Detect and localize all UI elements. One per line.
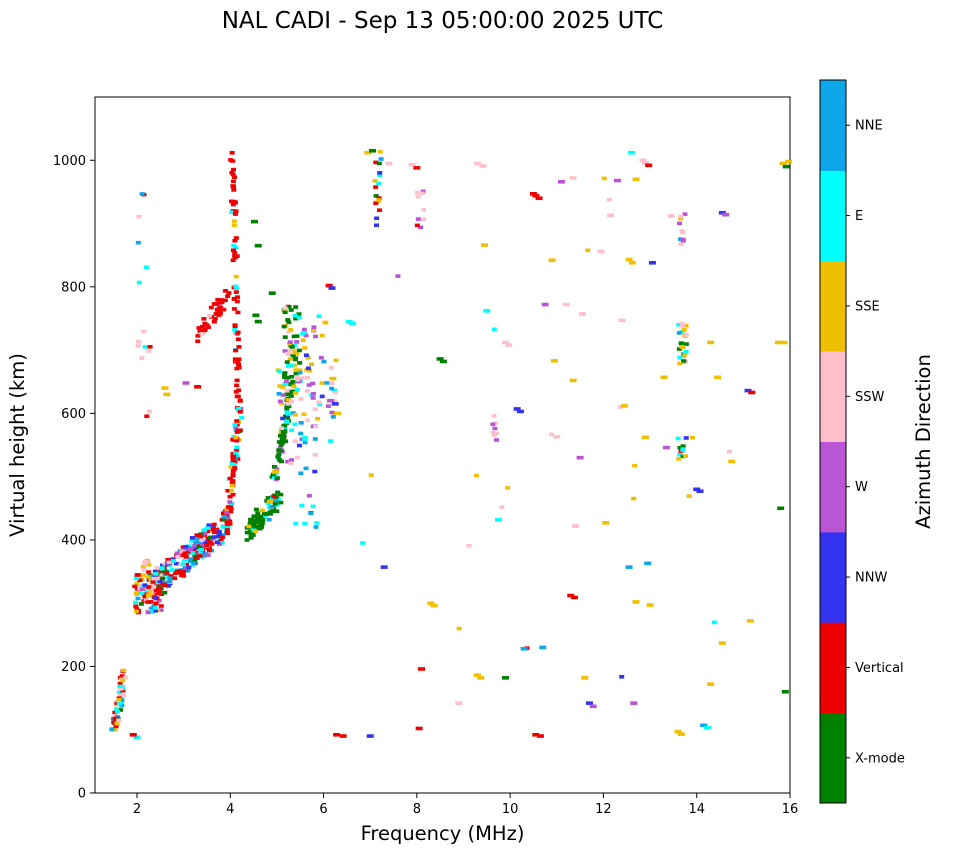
x-axis: 2 4 6 8 10 12 14 16	[133, 793, 798, 817]
colorbar-segment	[820, 260, 846, 352]
colorbar-segment	[820, 170, 846, 262]
colorbar-label: SSW	[855, 390, 885, 405]
colorbar-label: NNW	[855, 571, 887, 586]
y-tick-label: 800	[61, 280, 86, 295]
y-tick-label: 600	[61, 407, 86, 422]
plot-border	[94, 96, 791, 794]
colorbar-label: W	[855, 480, 868, 495]
colorbar-label: Vertical	[855, 661, 904, 676]
y-tick-label: 1000	[53, 154, 86, 169]
colorbar-segment	[820, 80, 846, 171]
colorbar-label: NNE	[855, 119, 883, 134]
y-axis: 0 200 400 600 800 1000	[53, 154, 95, 802]
colorbar-segment	[820, 441, 846, 533]
y-tick-label: 400	[61, 533, 86, 548]
scatter-points	[109, 148, 793, 740]
y-tick-label: 200	[61, 660, 86, 675]
x-tick-label: 2	[133, 802, 141, 817]
colorbar-segment	[820, 622, 846, 714]
colorbar-segment	[820, 351, 846, 442]
y-tick-label: 0	[78, 787, 86, 802]
colorbar-label: SSE	[855, 299, 880, 314]
x-tick-label: 12	[595, 802, 612, 817]
x-tick-label: 8	[413, 802, 421, 817]
x-tick-label: 4	[226, 802, 234, 817]
x-axis-label: Frequency (MHz)	[361, 822, 525, 845]
x-tick-label: 10	[502, 802, 519, 817]
chart-title: NAL CADI - Sep 13 05:00:00 2025 UTC	[221, 8, 664, 34]
x-tick-label: 16	[782, 802, 799, 817]
colorbar: X-mode Vertical NNW W SSW SSE E NNE	[819, 79, 905, 804]
colorbar-segment	[820, 712, 846, 804]
x-tick-label: 6	[319, 802, 327, 817]
colorbar-title: Azimuth Direction	[912, 354, 935, 529]
x-tick-label: 14	[688, 802, 705, 817]
y-axis-label: Virtual height (km)	[6, 353, 29, 537]
colorbar-label: E	[855, 209, 863, 224]
colorbar-label: X-mode	[855, 751, 905, 766]
colorbar-segment	[820, 531, 846, 623]
colorbar-border	[819, 79, 847, 804]
